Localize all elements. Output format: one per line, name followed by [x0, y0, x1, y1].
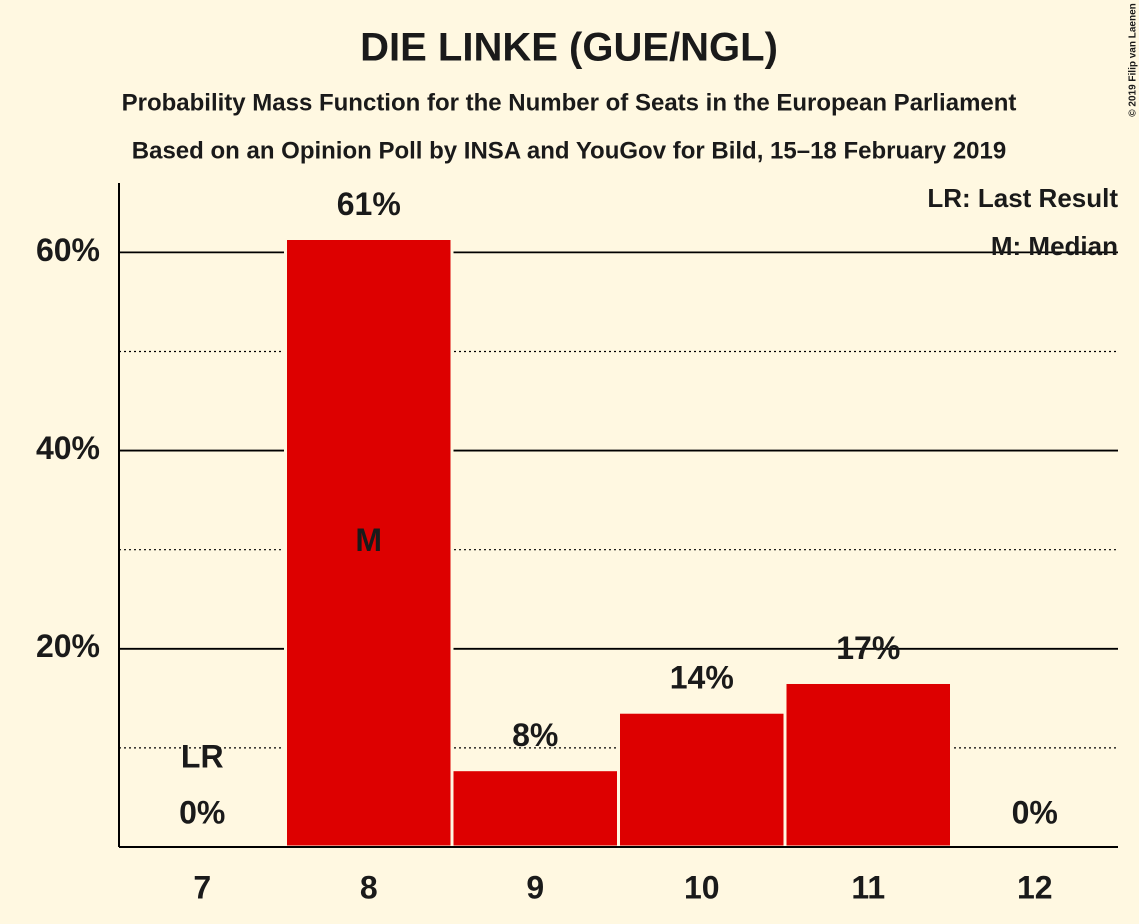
- value-label: 0%: [179, 794, 225, 830]
- x-tick-label: 11: [851, 869, 885, 905]
- x-tick-label: 12: [1017, 869, 1053, 905]
- annotation: M: [355, 522, 382, 558]
- legend-entry: M: Median: [991, 231, 1118, 261]
- bar: [450, 768, 620, 849]
- annotation: LR: [181, 738, 224, 774]
- copyright: © 2019 Filip van Laenen: [1128, 3, 1139, 117]
- bar: [284, 236, 454, 849]
- y-tick-label: 20%: [36, 628, 100, 664]
- chart-subtitle: Probability Mass Function for the Number…: [122, 89, 1017, 116]
- value-label: 17%: [836, 630, 900, 666]
- legend-entry: LR: Last Result: [927, 183, 1118, 213]
- bar: [783, 680, 953, 849]
- value-label: 0%: [1012, 794, 1058, 830]
- bar: [617, 710, 787, 849]
- value-label: 14%: [670, 660, 734, 696]
- x-tick-label: 10: [684, 869, 720, 905]
- x-tick-label: 7: [193, 869, 211, 905]
- value-label: 61%: [337, 186, 401, 222]
- x-tick-label: 9: [526, 869, 544, 905]
- y-tick-label: 60%: [36, 232, 100, 268]
- value-label: 8%: [512, 717, 558, 753]
- chart-subtitle: Based on an Opinion Poll by INSA and You…: [132, 137, 1006, 164]
- y-tick-label: 40%: [36, 430, 100, 466]
- chart-title: DIE LINKE (GUE/NGL): [360, 26, 778, 70]
- x-tick-label: 8: [360, 869, 378, 905]
